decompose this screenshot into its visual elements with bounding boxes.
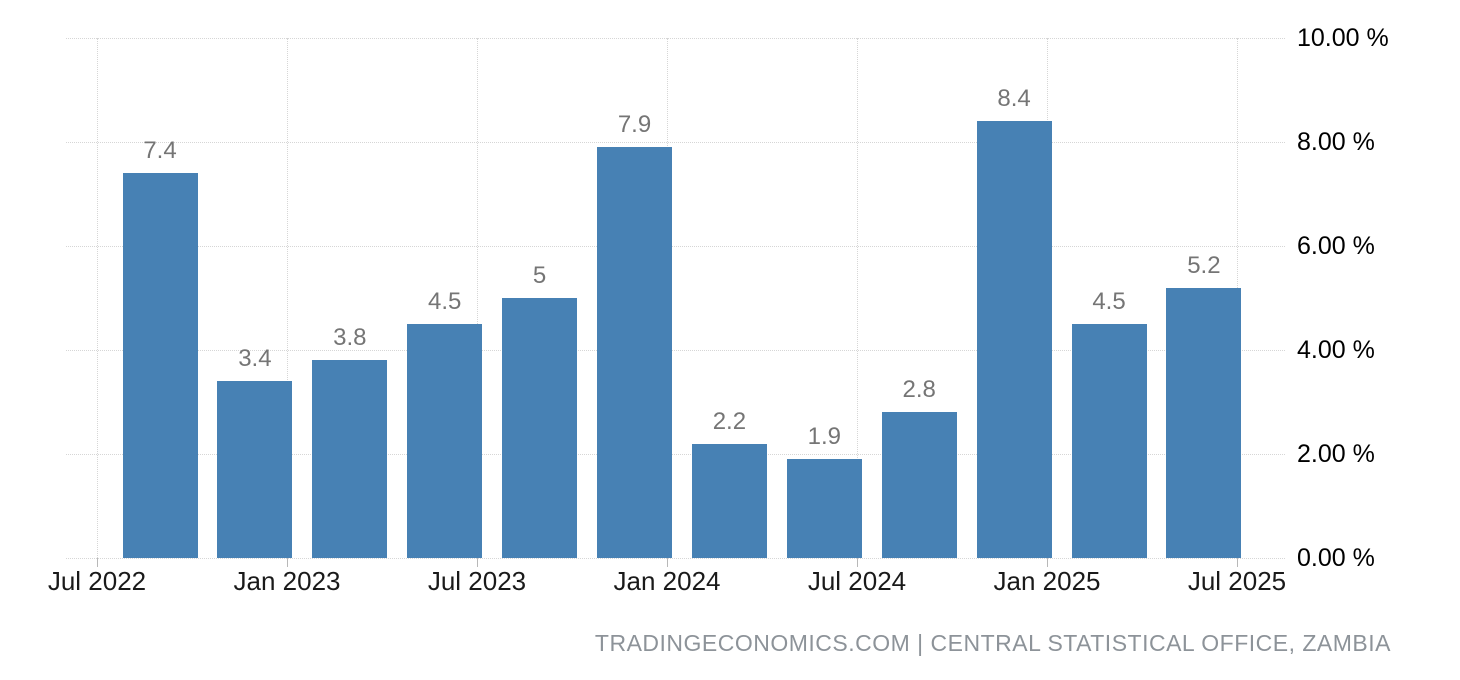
y-axis-label: 8.00 % (1297, 128, 1375, 156)
bar-value-label: 8.4 (997, 85, 1031, 113)
y-gridline (66, 454, 1285, 455)
x-axis-label: Jul 2025 (1187, 566, 1287, 596)
chart-attribution: TRADINGECONOMICS.COM | CENTRAL STATISTIC… (594, 630, 1391, 656)
bar[interactable] (691, 443, 767, 558)
bar[interactable] (122, 173, 198, 558)
bar-value-label: 1.9 (807, 423, 841, 451)
x-gridline (857, 38, 858, 558)
x-axis-tick (857, 558, 858, 567)
bar-value-label: 4.5 (428, 288, 462, 315)
y-gridline (66, 38, 1285, 39)
bar-value-label: 3.4 (238, 345, 272, 373)
bar-value-label: 3.8 (333, 324, 367, 352)
x-axis-label: Jan 2025 (993, 566, 1101, 596)
y-gridline (66, 142, 1285, 143)
bar-value-label: 4.5 (1092, 288, 1126, 315)
x-axis-label: Jan 2024 (613, 566, 721, 596)
x-gridline (97, 38, 98, 558)
bar[interactable] (502, 298, 578, 558)
y-axis-label: 2.00 % (1297, 440, 1375, 468)
x-axis-tick (667, 558, 668, 567)
x-axis-label: Jul 2024 (807, 566, 907, 596)
x-axis-tick (477, 558, 478, 567)
bar-value-label: 5.2 (1187, 251, 1221, 279)
bar-value-label: 2.2 (712, 407, 747, 435)
x-axis-label: Jan 2023 (233, 566, 341, 596)
y-gridline (66, 246, 1285, 247)
bar[interactable] (217, 381, 293, 558)
y-axis-label: 4.00 % (1297, 336, 1375, 364)
bar[interactable] (1071, 324, 1147, 558)
x-axis-tick (1047, 558, 1048, 567)
bar-value-label: 5 (532, 262, 547, 289)
x-axis-label: Jul 2022 (47, 566, 147, 596)
bar[interactable] (881, 412, 957, 558)
x-axis-tick (1237, 558, 1238, 567)
x-gridline (287, 38, 288, 558)
y-axis-label: 10.00 % (1297, 24, 1389, 52)
x-axis-tick (287, 558, 288, 567)
y-axis-label: 0.00 % (1297, 544, 1375, 572)
y-gridline (66, 350, 1285, 351)
bar[interactable] (786, 459, 862, 558)
x-axis-tick (97, 558, 98, 567)
y-axis-label: 6.00 % (1297, 232, 1375, 260)
y-gridline (66, 558, 1285, 559)
bar[interactable] (312, 360, 388, 558)
bar[interactable] (976, 121, 1052, 558)
x-gridline (477, 38, 478, 558)
bar-value-label: 7.4 (143, 137, 177, 165)
bar-value-label: 7.9 (617, 111, 652, 139)
bar[interactable] (1166, 287, 1242, 558)
bar-value-label: 2.8 (902, 376, 936, 404)
bar[interactable] (407, 324, 483, 558)
x-axis-label: Jul 2023 (427, 566, 527, 596)
bar[interactable] (597, 147, 672, 558)
